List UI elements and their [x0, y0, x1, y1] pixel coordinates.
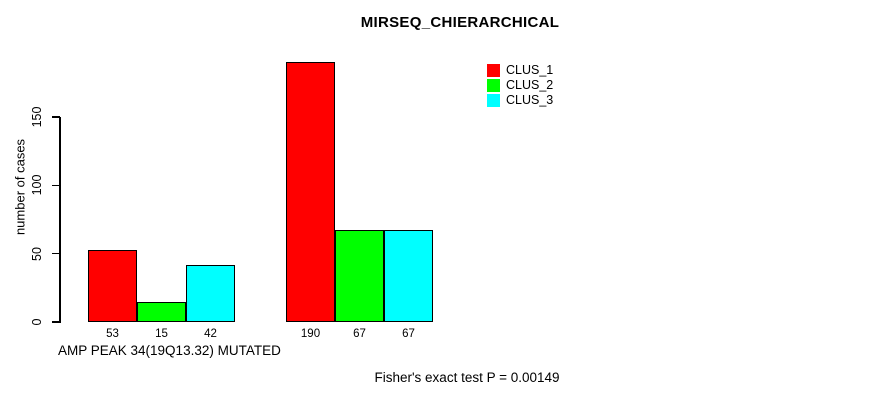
legend-swatch-red: [487, 64, 500, 78]
fisher-test-annotation: Fisher's exact test P = 0.00149: [374, 370, 560, 385]
x-axis-label: AMP PEAK 34(19Q13.32) MUTATED: [58, 343, 281, 358]
bar-value-label: 53: [106, 328, 119, 340]
bar: [186, 264, 235, 322]
legend-item: CLUS_1: [487, 63, 553, 78]
bar: [286, 62, 335, 322]
y-tick: [52, 184, 60, 187]
legend-item: CLUS_3: [487, 93, 553, 108]
y-tick-label: 50: [30, 246, 44, 261]
y-tick: [52, 252, 60, 255]
legend-label: CLUS_2: [506, 78, 554, 93]
y-tick-label: 100: [30, 174, 44, 196]
bar-value-label: 190: [300, 328, 321, 340]
bar: [335, 230, 384, 322]
legend: CLUS_1 CLUS_2 CLUS_3: [487, 63, 553, 109]
legend-item: CLUS_2: [487, 78, 553, 93]
bar-value-label: 42: [204, 328, 217, 340]
y-tick: [52, 116, 60, 118]
y-axis-line: [59, 117, 61, 323]
y-tick-label: 150: [30, 106, 44, 128]
bar: [88, 249, 137, 322]
chart-title: MIRSEQ_CHIERARCHICAL: [360, 14, 560, 31]
legend-label: CLUS_3: [506, 93, 554, 108]
bar-value-label: 67: [402, 328, 415, 340]
bar: [384, 230, 433, 322]
legend-swatch-cyan: [487, 94, 500, 108]
bar: [137, 301, 186, 322]
legend-label: CLUS_1: [506, 63, 554, 78]
y-tick: [52, 321, 60, 323]
bar-value-label: 15: [155, 328, 168, 340]
bar-value-label: 67: [353, 328, 366, 340]
y-axis-label: number of cases: [12, 138, 28, 236]
legend-swatch-green: [487, 79, 500, 93]
y-tick-label: 0: [30, 318, 44, 326]
